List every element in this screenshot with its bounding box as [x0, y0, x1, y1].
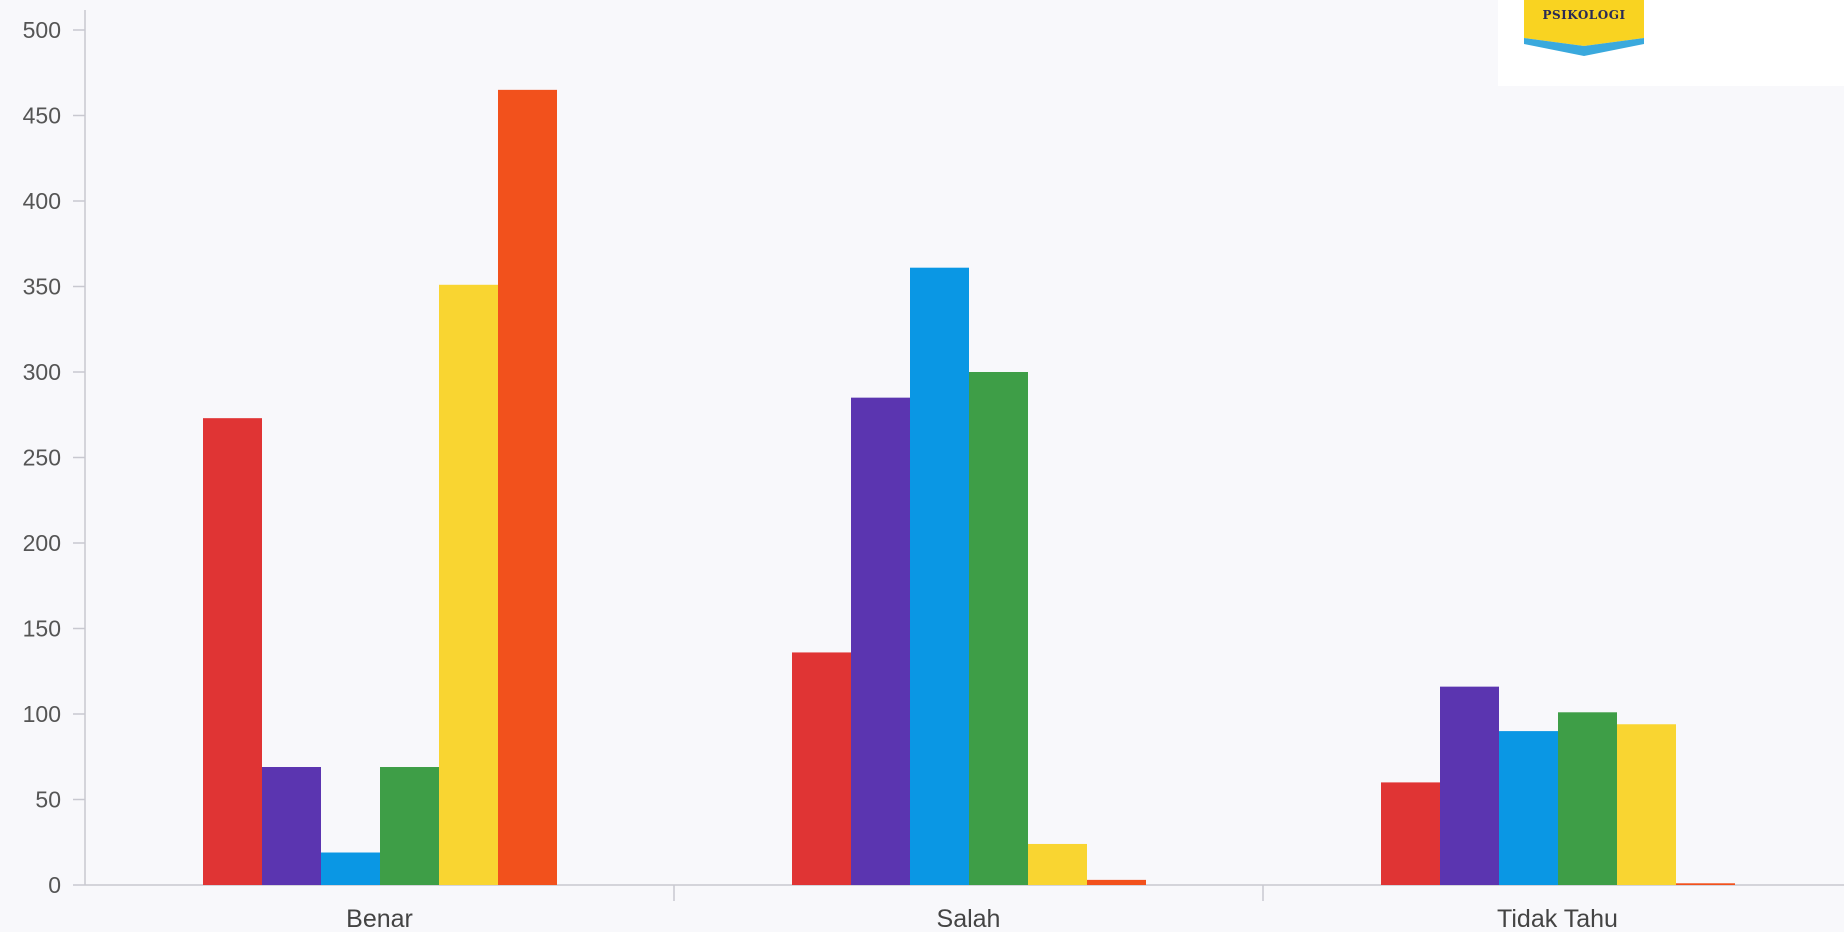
bar: [969, 372, 1028, 885]
category-label: Salah: [937, 905, 1001, 932]
bar: [321, 852, 380, 885]
bar: [1617, 724, 1676, 885]
y-tick-label: 300: [23, 359, 61, 385]
category-label: Tidak Tahu: [1497, 905, 1618, 932]
y-tick-label: 200: [23, 530, 61, 556]
bar: [262, 767, 321, 885]
y-tick-label: 350: [23, 274, 61, 300]
y-tick-label: 250: [23, 445, 61, 471]
logo: PSIKOLOGI: [1498, 0, 1844, 86]
bar: [1028, 843, 1087, 885]
bar: [380, 767, 439, 885]
logo-badge-icon: [1524, 0, 1644, 56]
bar: [1381, 782, 1440, 885]
category-label: Benar: [346, 905, 413, 932]
bar: [1087, 879, 1146, 885]
bar: [1440, 686, 1499, 885]
y-tick-label: 450: [23, 103, 61, 129]
bar: [1558, 712, 1617, 885]
y-tick-label: 400: [23, 188, 61, 214]
bar: [1676, 883, 1735, 885]
bar: [792, 652, 851, 885]
y-tick-label: 100: [23, 701, 61, 727]
bar: [851, 397, 910, 885]
logo-text: PSIKOLOGI: [1542, 8, 1626, 22]
bar: [498, 89, 557, 886]
bar: [439, 284, 498, 885]
bar: [1499, 731, 1558, 885]
bar: [910, 267, 969, 885]
y-tick-label: 50: [35, 787, 61, 813]
y-tick-label: 500: [23, 17, 61, 43]
bar: [203, 418, 262, 885]
y-tick-label: 0: [48, 872, 61, 898]
y-tick-label: 150: [23, 616, 61, 642]
